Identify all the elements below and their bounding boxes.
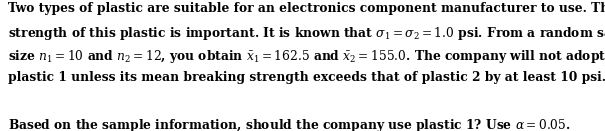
Text: plastic 1 unless its mean breaking strength exceeds that of plastic 2 by at leas: plastic 1 unless its mean breaking stren… [8, 71, 605, 84]
Text: Based on the sample information, should the company use plastic 1? Use $\alpha =: Based on the sample information, should … [8, 117, 571, 131]
Text: strength of this plastic is important. It is known that $\sigma_1 = \sigma_2 = 1: strength of this plastic is important. I… [8, 25, 605, 42]
Text: Two types of plastic are suitable for an electronics component manufacturer to u: Two types of plastic are suitable for an… [8, 2, 605, 15]
Text: size $n_1 = 10$ and $n_2 = 12$, you obtain $\bar{x}_1 = 162.5$ and $\bar{x}_2 = : size $n_1 = 10$ and $n_2 = 12$, you obta… [8, 48, 605, 65]
